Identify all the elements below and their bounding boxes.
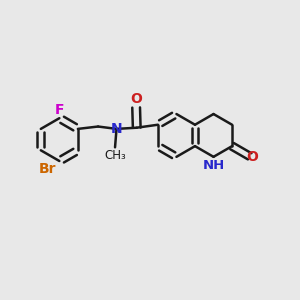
Text: Br: Br <box>38 163 56 176</box>
Text: O: O <box>246 151 258 164</box>
Text: NH: NH <box>202 159 225 172</box>
Text: F: F <box>55 103 64 117</box>
Text: O: O <box>130 92 142 106</box>
Text: CH₃: CH₃ <box>104 149 126 162</box>
Text: N: N <box>111 122 122 136</box>
